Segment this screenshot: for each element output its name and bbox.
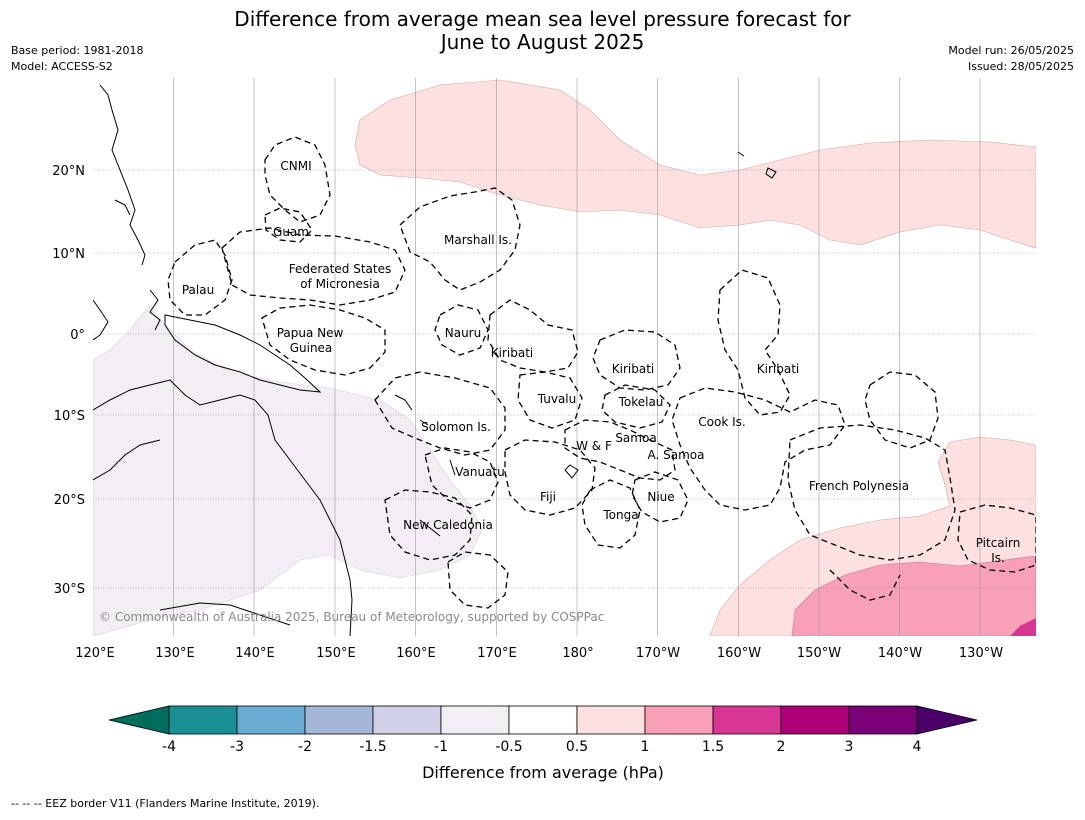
- colorbar-tick: -1.5: [359, 739, 386, 755]
- colorbar-tick: -3: [230, 739, 244, 755]
- colorbar-cell: [304, 705, 374, 735]
- title-line-1: Difference from average mean sea level p…: [234, 7, 851, 31]
- lon-label: 130°W: [959, 646, 1003, 661]
- colorbar-cell: [440, 705, 510, 735]
- label-kiribati-west: Kiribati: [491, 346, 533, 360]
- lat-label: 30°S: [54, 582, 85, 597]
- anomaly-region-positive-north: [354, 79, 1036, 249]
- label-png-1: Papua New: [277, 326, 344, 340]
- colorbar-cell: [848, 705, 918, 735]
- colorbar-under-arrow: [108, 705, 170, 735]
- label-pitcairn-1: Pitcairn: [976, 536, 1021, 550]
- colorbar-label: Difference from average (hPa): [422, 763, 664, 782]
- colorbar-tick: -1: [434, 739, 448, 755]
- lon-label: 140°E: [235, 646, 275, 661]
- chart-title: Difference from average mean sea level p…: [0, 8, 1085, 54]
- meta-right: Model run: 26/05/2025 Issued: 28/05/2025: [948, 43, 1074, 75]
- longitude-axis-labels: 120°E 130°E 140°E 150°E 160°E 170°E 180°…: [75, 646, 1003, 661]
- colorbar-tick-labels: -4 -3 -2 -1.5 -1 -0.5 0.5 1 1.5 2 3 4: [162, 739, 922, 755]
- lon-label: 180°: [562, 646, 593, 661]
- lon-label: 170°W: [636, 646, 680, 661]
- label-png-2: Guinea: [290, 341, 333, 355]
- colorbar-tick: -0.5: [495, 739, 522, 755]
- colorbar-cell: [712, 705, 782, 735]
- label-wf: W & F: [576, 439, 612, 453]
- label-asamoa: A. Samoa: [648, 448, 705, 462]
- label-kiribati-central: Kiribati: [612, 362, 654, 376]
- colorbar-cell: [372, 705, 442, 735]
- colorbar-tick: 0.5: [566, 739, 588, 755]
- base-period: Base period: 1981-2018: [11, 44, 144, 57]
- colorbar-cell: [168, 705, 238, 735]
- colorbar: -4 -3 -2 -1.5 -1 -0.5 0.5 1 1.5 2 3 4 Di…: [108, 705, 978, 782]
- label-fsm-2: of Micronesia: [300, 277, 380, 291]
- lon-label: 160°W: [717, 646, 761, 661]
- colorbar-tick: 2: [777, 739, 786, 755]
- label-cook: Cook Is.: [698, 415, 745, 429]
- model-name: Model: ACCESS-S2: [11, 60, 113, 73]
- model-run: Model run: 26/05/2025: [948, 44, 1074, 57]
- label-marshall: Marshall Is.: [444, 233, 512, 247]
- colorbar-cells: [168, 705, 918, 735]
- lat-label: 20°N: [52, 164, 85, 179]
- colorbar-tick: -2: [298, 739, 312, 755]
- label-cnmi: CNMI: [280, 159, 311, 173]
- label-fiji: Fiji: [540, 490, 556, 504]
- coastlines: [93, 84, 777, 636]
- label-tuvalu: Tuvalu: [537, 392, 577, 406]
- latitude-axis-labels: 20°N 10°N 0° 10°S 20°S 30°S: [52, 164, 85, 597]
- label-kiribati-east: Kiribati: [757, 362, 799, 376]
- label-fsm-1: Federated States: [289, 262, 391, 276]
- label-solomon: Solomon Is.: [421, 420, 491, 434]
- eez-borders: [167, 136, 1036, 609]
- label-new-caledonia: New Caledonia: [403, 518, 493, 532]
- lat-label: 0°: [70, 328, 85, 343]
- lat-label: 10°N: [52, 247, 85, 262]
- lon-label: 160°E: [396, 646, 436, 661]
- meta-left: Base period: 1981-2018 Model: ACCESS-S2: [11, 43, 143, 75]
- label-niue: Niue: [647, 490, 674, 504]
- lon-label: 150°E: [316, 646, 356, 661]
- colorbar-cell: [236, 705, 306, 735]
- colorbar-cell: [576, 705, 646, 735]
- label-vanuatu: Vanuatu: [455, 465, 505, 479]
- label-french-polynesia: French Polynesia: [809, 479, 909, 493]
- label-tokelau: Tokelau: [618, 395, 664, 409]
- issued-date: Issued: 28/05/2025: [967, 60, 1074, 73]
- anomaly-region-positive-1-1.5: [791, 555, 1036, 636]
- colorbar-cell: [644, 705, 714, 735]
- colorbar-cell: [780, 705, 850, 735]
- lon-label: 170°E: [477, 646, 517, 661]
- grid-lines: [173, 78, 981, 636]
- label-guam: Guam: [273, 225, 309, 239]
- lon-label: 150°W: [797, 646, 841, 661]
- colorbar-over-arrow: [916, 705, 978, 735]
- lon-label: 130°E: [155, 646, 195, 661]
- region-labels: CNMI Guam Marshall Is. Federated States …: [182, 159, 1020, 565]
- latitude-lines: [93, 169, 1036, 589]
- label-nauru: Nauru: [445, 326, 481, 340]
- label-tonga: Tonga: [602, 508, 638, 522]
- anomaly-region-positive-1.5-2: [1010, 618, 1036, 636]
- lat-label: 10°S: [54, 409, 85, 424]
- colorbar-tick: 1.5: [702, 739, 724, 755]
- label-pitcairn-2: Is.: [991, 551, 1005, 565]
- lon-label: 120°E: [75, 646, 115, 661]
- colorbar-tick: 1: [641, 739, 650, 755]
- lat-label: 20°S: [54, 493, 85, 508]
- title-line-2: June to August 2025: [440, 30, 645, 54]
- label-palau: Palau: [182, 283, 214, 297]
- colorbar-cell: [508, 705, 578, 735]
- eez-legend: -- -- -- EEZ border V11 (Flanders Marine…: [11, 797, 320, 810]
- colorbar-tick: 3: [845, 739, 854, 755]
- colorbar-tick: 4: [913, 739, 922, 755]
- colorbar-tick: -4: [162, 739, 176, 755]
- copyright-text: © Commonwealth of Australia 2025, Bureau…: [99, 610, 604, 624]
- label-samoa: Samoa: [615, 431, 656, 445]
- lon-label: 140°W: [878, 646, 922, 661]
